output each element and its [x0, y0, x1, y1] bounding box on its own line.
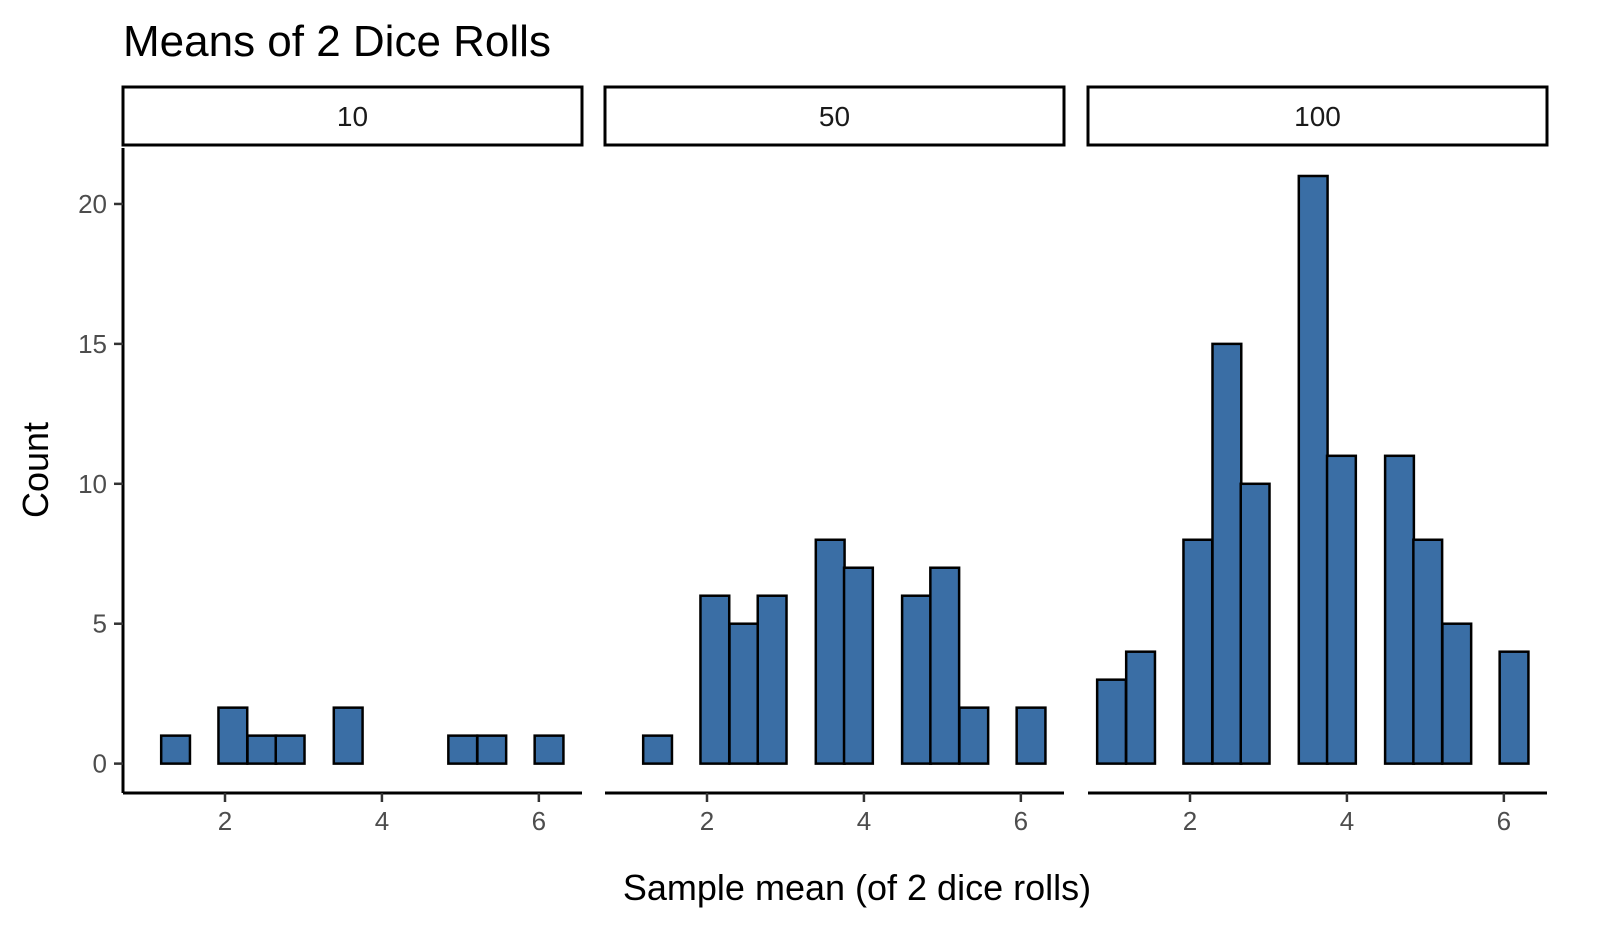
histogram-bar	[476, 734, 508, 765]
histogram-bar	[814, 538, 846, 765]
histogram-bar	[246, 734, 278, 765]
histogram-bar	[1441, 622, 1473, 765]
histogram-bar	[1412, 538, 1444, 765]
facet-strip	[1086, 85, 1549, 147]
x-axis-title: Sample mean (of 2 dice rolls)	[623, 867, 1091, 908]
x-tick-label: 6	[1497, 806, 1511, 836]
facet-strip	[121, 85, 584, 147]
y-tick-label: 15	[78, 329, 107, 359]
facet-strip-label: 10	[337, 101, 368, 132]
histogram-bar	[929, 566, 961, 765]
facet-panel-50: 50 2 4 6	[603, 85, 1066, 836]
x-tick-label: 4	[1340, 806, 1354, 836]
histogram-bar	[1182, 538, 1214, 765]
histogram-bar	[332, 706, 364, 765]
y-tick-label: 0	[93, 749, 107, 779]
y-tick-label: 5	[93, 609, 107, 639]
histogram-bar	[699, 594, 731, 765]
histogram-bar	[728, 622, 760, 765]
histogram-bar	[1211, 342, 1243, 765]
histogram-bar	[1383, 454, 1416, 765]
histogram-bar	[1297, 174, 1329, 765]
facet-strip-label: 100	[1294, 101, 1341, 132]
x-tick-label: 4	[857, 806, 871, 836]
facet-strip-label: 50	[819, 101, 850, 132]
histogram-bar	[900, 594, 933, 765]
histogram-bar	[1124, 650, 1157, 765]
x-tick-label: 2	[218, 806, 232, 836]
histogram-bar	[1239, 482, 1271, 765]
chart-title: Means of 2 Dice Rolls	[123, 17, 551, 66]
facet-panel-100: 100 2 4 6	[1086, 85, 1549, 836]
y-axis-title: Count	[15, 422, 56, 518]
histogram-bar	[842, 566, 875, 765]
histogram-bar	[1498, 650, 1530, 765]
histogram-bar	[274, 734, 306, 765]
x-tick-label: 6	[532, 806, 546, 836]
facet-panel-10: 10 2 4 6 0 5 10 15 20	[78, 85, 584, 836]
x-tick-label: 2	[700, 806, 714, 836]
histogram-bar	[217, 706, 249, 765]
facet-strip	[603, 85, 1066, 147]
histogram-bar	[533, 734, 565, 765]
histogram-bar	[1015, 706, 1047, 765]
y-tick-label: 10	[78, 469, 107, 499]
histogram-bar	[641, 734, 674, 765]
x-tick-label: 6	[1014, 806, 1028, 836]
histogram-bar	[447, 734, 479, 765]
histogram-bar	[756, 594, 788, 765]
x-tick-label: 2	[1183, 806, 1197, 836]
y-tick-label: 20	[78, 189, 107, 219]
histogram-bar	[1095, 678, 1128, 765]
histogram-bar	[159, 734, 192, 765]
histogram-bar	[1325, 454, 1358, 765]
histogram-bar	[958, 706, 990, 765]
facets-layer: 10 2 4 6 0 5 10 15 20 50 2 4 6 100 2 4 6	[78, 85, 1549, 836]
x-tick-label: 4	[375, 806, 389, 836]
